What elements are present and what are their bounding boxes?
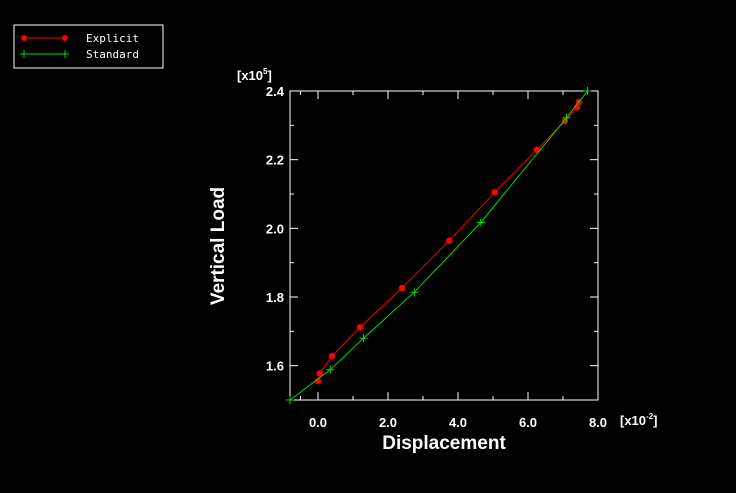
data-point-standard: [359, 334, 368, 343]
data-point-standard: [286, 396, 294, 404]
x-tick-label: 4.0: [449, 415, 467, 430]
data-point-standard: [410, 288, 419, 297]
legend-marker-explicit: [21, 35, 27, 41]
x-multiplier-base: [x10: [620, 413, 646, 428]
y-axis-multiplier: [x105]: [237, 67, 272, 83]
x-multiplier-exp: -2: [646, 412, 654, 421]
y-tick-label: 2.0: [266, 221, 284, 236]
x-tick-label: 0.0: [309, 415, 327, 430]
y-tick-label: 1.6: [266, 359, 284, 374]
y-axis-title: Vertical Load: [208, 187, 229, 305]
data-point-standard: [476, 218, 485, 227]
data-point-explicit: [398, 284, 406, 292]
x-axis-multiplier: [x10-2]: [620, 412, 658, 428]
legend-marker-standard: [20, 50, 28, 58]
plot-frame: [289, 90, 599, 401]
data-point-explicit: [491, 189, 498, 196]
x-multiplier-close: ]: [653, 413, 657, 428]
data-point-explicit: [316, 370, 323, 377]
y-ticks: 1.6 1.8 2.0 2.2 2.4: [266, 84, 598, 401]
legend-marker-explicit: [62, 35, 68, 41]
legend-label-explicit: Explicit: [86, 32, 139, 45]
y-multiplier-base: [x10: [237, 68, 263, 83]
data-point-explicit: [314, 377, 322, 385]
data-point-explicit: [328, 352, 336, 360]
data-point-standard: [583, 87, 592, 95]
x-tick-label: 6.0: [519, 415, 537, 430]
x-tick-label: 8.0: [589, 415, 607, 430]
y-tick-label: 1.8: [266, 290, 284, 305]
x-tick-label: 2.0: [379, 415, 397, 430]
legend: Explicit Standard: [13, 24, 164, 69]
data-point-explicit: [356, 324, 364, 331]
y-tick-label: 2.2: [266, 153, 284, 168]
legend-marker-standard: [61, 50, 69, 58]
y-multiplier-close: ]: [267, 68, 271, 83]
y-tick-label: 2.4: [266, 84, 285, 99]
legend-entry-explicit: Explicit: [21, 32, 139, 45]
data-point-explicit: [446, 237, 453, 244]
legend-label-standard: Standard: [86, 48, 139, 61]
x-ticks: 0.0 2.0 4.0 6.0 8.0: [300, 91, 607, 430]
series-layer: [286, 87, 592, 404]
data-point-explicit: [533, 146, 540, 153]
data-point-standard: [562, 113, 571, 122]
y-multiplier-exp: 5: [263, 67, 268, 76]
legend-box: [13, 24, 164, 69]
legend-entry-standard: Standard: [20, 48, 139, 61]
data-point-standard: [326, 365, 335, 374]
x-axis-title: Displacement: [382, 433, 506, 454]
